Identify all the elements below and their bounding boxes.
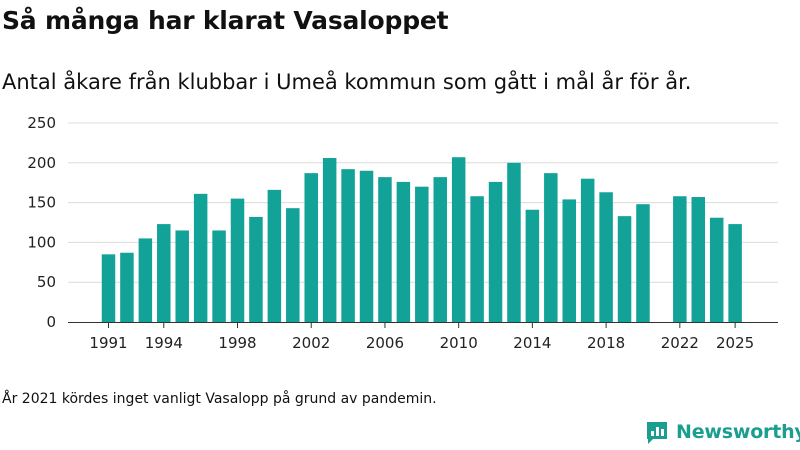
x-tick-label: 2018 bbox=[587, 334, 625, 352]
bar-chart: 0 50 100 150 200 250 1991 1994 1998 2002 2006 2010 2… bbox=[27, 114, 778, 352]
bar-1997 bbox=[212, 230, 226, 322]
bar-2009 bbox=[433, 177, 447, 322]
bar-2005 bbox=[359, 170, 374, 322]
bar-chart-logo-icon bbox=[647, 422, 667, 444]
bar-1995 bbox=[175, 230, 189, 322]
y-tick-label: 250 bbox=[27, 114, 56, 132]
x-tick-label: 2014 bbox=[513, 334, 551, 352]
bar-1998 bbox=[230, 198, 245, 322]
bar-2016 bbox=[562, 199, 576, 322]
bar-1992 bbox=[120, 252, 134, 322]
bar-2018 bbox=[599, 192, 613, 322]
bar-1999 bbox=[249, 216, 263, 322]
bar-2004 bbox=[341, 169, 355, 322]
y-tick-label: 0 bbox=[46, 313, 56, 331]
chart-title: Så många har klarat Vasaloppet bbox=[2, 6, 449, 35]
x-tick-label: 1994 bbox=[145, 334, 183, 352]
bar-2011 bbox=[470, 196, 484, 322]
bar-2008 bbox=[415, 186, 429, 322]
bar-2022 bbox=[673, 196, 687, 322]
x-tick-label: 2006 bbox=[366, 334, 404, 352]
x-tick-label: 2002 bbox=[292, 334, 330, 352]
bar-2024 bbox=[709, 217, 724, 322]
y-tick-label: 50 bbox=[37, 273, 56, 291]
bar-1991 bbox=[101, 254, 116, 322]
y-tick-label: 100 bbox=[27, 233, 56, 251]
bar-2003 bbox=[322, 158, 337, 322]
y-tick-label: 150 bbox=[27, 194, 56, 212]
bar-1996 bbox=[193, 193, 208, 322]
bar-2013 bbox=[507, 162, 521, 322]
x-tick-label: 2022 bbox=[661, 334, 699, 352]
bar-2015 bbox=[544, 173, 558, 322]
y-tick-label: 200 bbox=[27, 154, 56, 172]
footnote: År 2021 kördes inget vanligt Vasalopp på… bbox=[2, 391, 437, 407]
bar-2025 bbox=[728, 224, 742, 322]
bar-1994 bbox=[157, 224, 171, 322]
bar-2017 bbox=[580, 178, 595, 322]
bar-2020 bbox=[636, 204, 650, 322]
x-tick-label: 2025 bbox=[716, 334, 754, 352]
bar-2007 bbox=[396, 181, 411, 322]
bar-2010 bbox=[451, 157, 466, 322]
bar-2006 bbox=[378, 177, 392, 322]
bar-1993 bbox=[138, 238, 153, 322]
x-tick-label: 1991 bbox=[89, 334, 127, 352]
bar-2023 bbox=[691, 197, 706, 322]
x-tick-label: 1998 bbox=[218, 334, 256, 352]
bar-2019 bbox=[617, 216, 632, 322]
chart-subtitle: Antal åkare från klubbar i Umeå kommun s… bbox=[2, 70, 692, 94]
brand-name: Newsworthy bbox=[676, 421, 800, 443]
x-tick-label: 2010 bbox=[440, 334, 478, 352]
bar-2002 bbox=[304, 173, 318, 322]
bar-2014 bbox=[525, 209, 540, 322]
bar-2012 bbox=[488, 181, 503, 322]
brand-logo: Newsworthy bbox=[644, 419, 800, 445]
bar-2000 bbox=[267, 189, 282, 322]
bar-2001 bbox=[286, 208, 300, 322]
